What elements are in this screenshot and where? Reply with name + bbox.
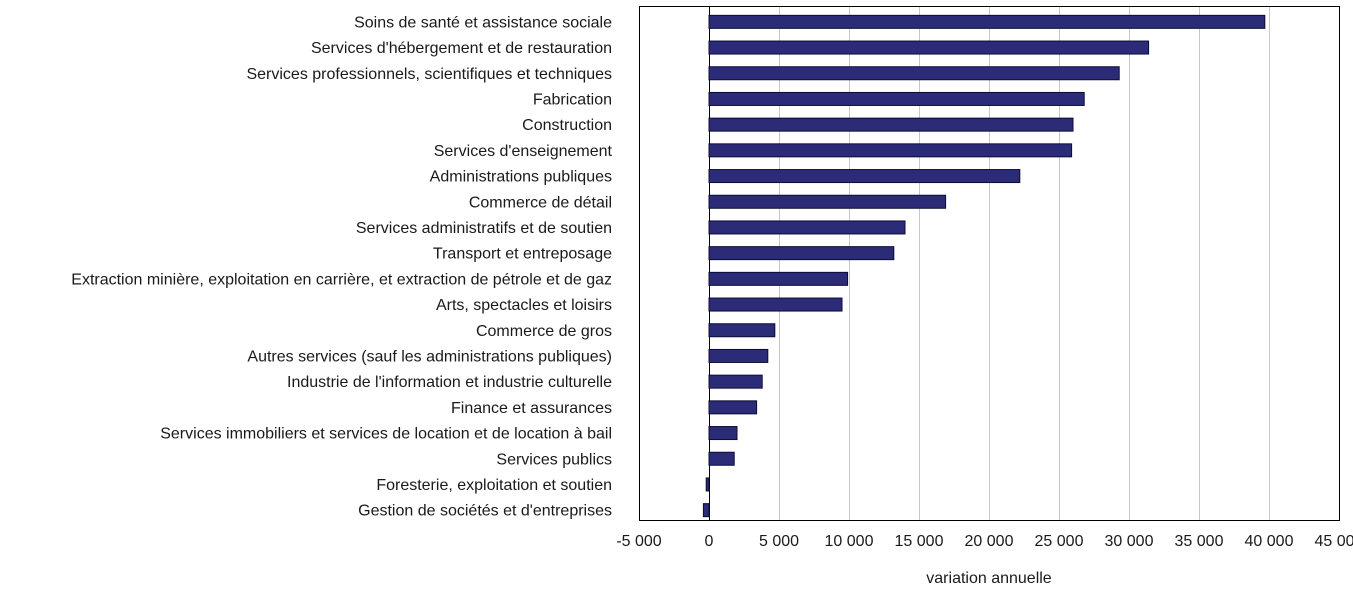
category-label: Soins de santé et assistance sociale [354,14,612,31]
bar [708,426,738,441]
category-label: Services publics [496,451,612,468]
x-tick-label: 45 000 [1315,533,1353,550]
x-tick-label: 25 000 [1035,533,1084,550]
bar [708,169,1021,184]
bar [708,66,1120,81]
plot-area-frame [639,6,1340,521]
x-tick-label: 20 000 [965,533,1014,550]
bar [708,271,849,286]
bar [708,374,763,389]
category-label: Transport et entreposage [433,246,612,263]
bar [708,40,1150,55]
grid-lines [709,6,1270,520]
category-label: Services administratifs et de soutien [356,220,612,237]
bar [708,246,895,261]
category-label: Services immobiliers et services de loca… [160,426,612,443]
category-label: Foresterie, exploitation et soutien [376,477,612,494]
bar [708,14,1266,29]
bar [708,117,1074,132]
bar [708,194,947,209]
bar [708,323,776,338]
x-tick-label: 35 000 [1175,533,1224,550]
category-label: Administrations publiques [430,169,612,186]
category-label: Services d'hébergement et de restauratio… [311,40,612,57]
category-label: Construction [522,117,612,134]
category-label: Fabrication [533,91,612,108]
bar [708,348,769,363]
x-tick-label: 0 [705,533,714,550]
x-tick-label: 10 000 [825,533,874,550]
bar [708,297,843,312]
category-label: Autres services (sauf les administration… [247,348,612,365]
bar [708,91,1085,106]
bar [708,220,906,235]
category-label: Services professionnels, scientifiques e… [246,66,612,83]
bar [708,451,735,466]
bar [702,503,710,518]
bar [708,143,1073,158]
category-label: Commerce de détail [469,194,612,211]
x-tick-label: 15 000 [895,533,944,550]
x-tick-label: -5 000 [616,533,661,550]
category-label: Extraction minière, exploitation en carr… [71,271,612,288]
bars [702,14,1266,518]
x-tick-labels: -5 000 0 5 000 10 000 15 000 20 000 25 000 30 0… [616,533,1353,550]
x-tick-label: 5 000 [759,533,799,550]
x-tick-label: 30 000 [1105,533,1154,550]
category-labels: Soins de santé et assistance sociale Serv… [71,14,612,519]
category-label: Commerce de gros [476,323,612,340]
category-label: Arts, spectacles et loisirs [436,297,612,314]
category-label: Industrie de l'information et industrie … [287,374,612,391]
category-label: Finance et assurances [451,400,612,417]
category-label: Services d'enseignement [434,143,613,160]
bar [705,477,710,492]
x-axis-title: variation annuelle [926,570,1052,587]
x-tick-label: 40 000 [1245,533,1294,550]
category-label: Gestion de sociétés et d'entreprises [358,503,612,520]
bar [708,400,758,415]
